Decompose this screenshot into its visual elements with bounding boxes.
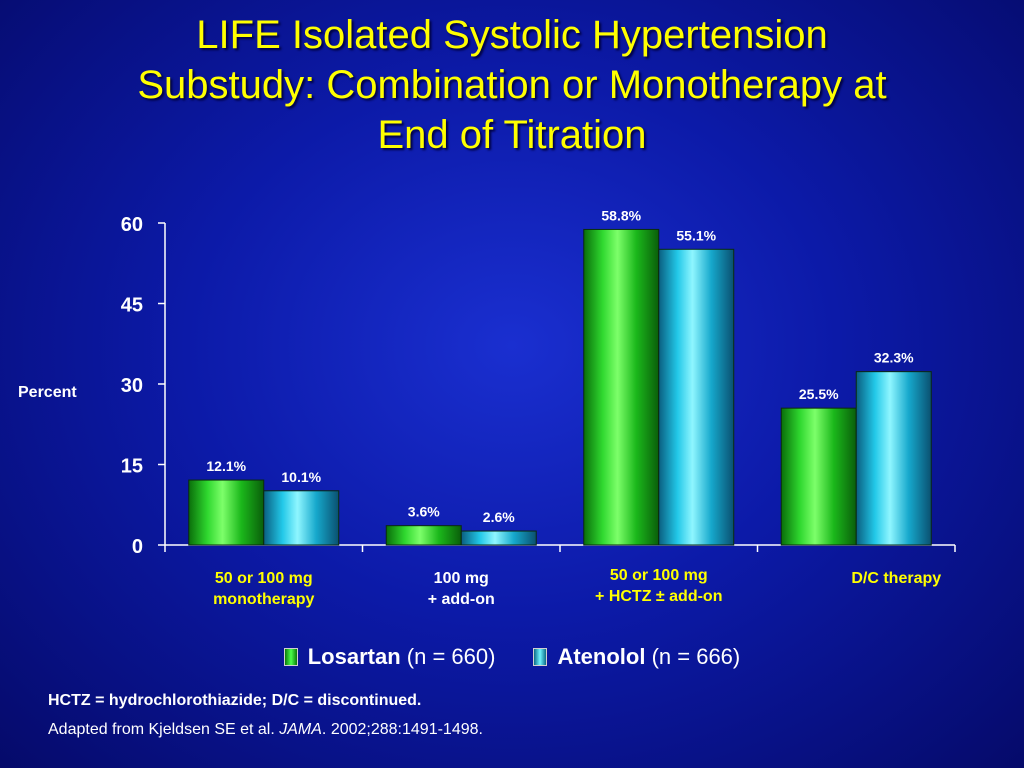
- legend-swatch-atenolol: [533, 648, 548, 666]
- y-tick-label: 60: [121, 214, 143, 236]
- bar-losartan-0: [188, 479, 265, 546]
- data-label-losartan-3: 25.5%: [799, 386, 839, 402]
- data-label-atenolol-0: 10.1%: [281, 469, 321, 485]
- y-tick-label: 30: [121, 375, 143, 397]
- footnote-abbreviations: HCTZ = hydrochlorothiazide; D/C = discon…: [48, 692, 422, 709]
- y-tick-label: 0: [132, 536, 143, 558]
- footnote-source: Adapted from Kjeldsen SE et al. JAMA. 20…: [48, 721, 483, 739]
- legend-detail-losartan: (n = 660): [406, 644, 496, 669]
- legend-detail-atenolol: (n = 666): [651, 644, 741, 669]
- category-label-line: 50 or 100 mg: [214, 570, 313, 587]
- legend-item-losartan: Losartan (n = 660): [283, 644, 496, 670]
- slide-title: LIFE Isolated Systolic Hypertension Subs…: [40, 10, 984, 160]
- category-label-line: + HCTZ ± add-on: [595, 588, 723, 605]
- legend-swatch-losartan: [283, 648, 298, 666]
- bar-losartan-2: [583, 228, 660, 546]
- bar-atenolol-0: [263, 490, 340, 546]
- data-label-atenolol-2: 55.1%: [676, 227, 716, 243]
- bar-losartan-3: [780, 407, 857, 546]
- category-label-line: 50 or 100 mg: [609, 567, 708, 584]
- category-label-3: D/C therapy: [801, 568, 991, 589]
- legend: Losartan (n = 660) Atenolol (n = 666): [0, 644, 1024, 670]
- bar-losartan-1: [385, 525, 462, 546]
- category-label-line: 100 mg: [433, 570, 489, 587]
- source-prefix: Adapted from Kjeldsen SE et al.: [48, 721, 280, 738]
- bar-atenolol-2: [658, 248, 735, 546]
- legend-name-losartan: Losartan: [307, 644, 401, 669]
- title-line-3: End of Titration: [377, 113, 647, 157]
- bar-atenolol-3: [855, 371, 932, 546]
- legend-item-atenolol: Atenolol (n = 666): [533, 644, 740, 670]
- data-label-losartan-0: 12.1%: [206, 458, 246, 474]
- source-suffix: . 2002;288:1491-1498.: [321, 721, 483, 738]
- category-label-line: monotherapy: [213, 591, 315, 608]
- category-label-2: 50 or 100 mg + HCTZ ± add-on: [564, 565, 754, 607]
- source-journal: JAMA: [279, 721, 322, 738]
- category-label-0: 50 or 100 mg monotherapy: [169, 568, 359, 610]
- legend-name-atenolol: Atenolol: [557, 644, 646, 669]
- y-tick-label: 45: [121, 295, 143, 317]
- bar-chart: 0 15 30 45 60 12.1% 10.1% 3.6% 2.6% 58.8% 55.1% 25…: [121, 207, 932, 558]
- data-label-atenolol-1: 2.6%: [483, 509, 515, 525]
- category-label-line: D/C therapy: [851, 570, 942, 587]
- title-line-1: LIFE Isolated Systolic Hypertension: [196, 13, 828, 57]
- data-label-losartan-2: 58.8%: [601, 207, 641, 223]
- data-label-losartan-1: 3.6%: [408, 504, 440, 520]
- category-label-1: 100 mg + add-on: [366, 568, 556, 610]
- category-label-line: + add-on: [427, 591, 495, 608]
- bar-atenolol-1: [460, 530, 537, 546]
- data-label-atenolol-3: 32.3%: [874, 350, 914, 366]
- y-tick-label: 15: [121, 456, 143, 478]
- y-axis-label: Percent: [18, 384, 77, 401]
- title-line-2: Substudy: Combination or Monotherapy at: [137, 63, 887, 107]
